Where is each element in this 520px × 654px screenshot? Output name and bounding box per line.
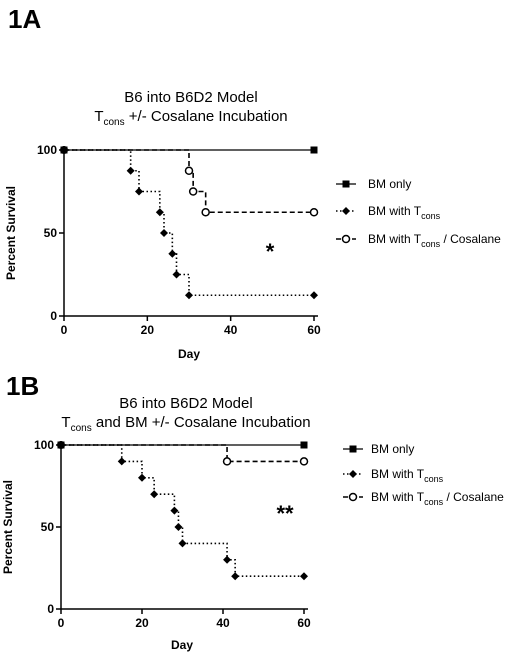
text-part: BM with T: [371, 490, 425, 504]
series-line: [64, 149, 314, 297]
series-2: [61, 444, 309, 466]
legend-item: BM only: [343, 442, 414, 456]
data-point: [178, 539, 187, 548]
x-tick-label: 60: [307, 323, 321, 337]
legend-label: BM with Tcons: [371, 467, 444, 484]
data-point: [223, 555, 232, 564]
text-part: BM with T: [368, 232, 422, 246]
text-part: T: [61, 414, 70, 431]
significance-marker: *: [266, 239, 275, 264]
legend-label: BM only: [368, 177, 411, 191]
y-tick-label: 50: [44, 226, 58, 240]
data-point: [222, 457, 232, 466]
data-point: [126, 166, 135, 175]
subscript-cons: cons: [421, 211, 441, 221]
legend-label: BM with Tcons / Cosalane: [371, 490, 504, 507]
data-point: [170, 506, 179, 515]
x-axis-title: Day: [178, 347, 200, 361]
chart-panel-1b: 1B B6 into B6D2 Model Tcons and BM +/- Cos…: [1, 371, 504, 652]
legend-item: BM with Tcons / Cosalane: [336, 232, 501, 249]
chart-title: B6 into B6D2 Model: [119, 395, 252, 412]
y-tick-label: 100: [37, 143, 57, 157]
data-point: [150, 490, 159, 499]
subscript-cons: cons: [421, 239, 441, 249]
data-point: [117, 457, 126, 466]
legend-marker: [348, 492, 358, 502]
data-point: [168, 249, 177, 258]
data-point: [231, 572, 240, 581]
text-part: / Cosalane: [440, 232, 501, 246]
panel-label: 1A: [8, 4, 41, 34]
data-point: [135, 187, 143, 196]
start-point: [60, 146, 68, 154]
data-point: [184, 166, 194, 175]
y-tick-label: 50: [41, 520, 55, 534]
y-tick-label: 0: [50, 309, 57, 323]
data-point: [300, 441, 308, 449]
y-tick-label: 0: [47, 602, 54, 616]
data-point: [300, 572, 308, 581]
chart-panel-1a: 1A B6 into B6D2 Model Tcons +/- Cosalane I…: [4, 4, 501, 361]
data-point: [155, 208, 164, 217]
subscript-cons: cons: [71, 423, 92, 434]
data-point: [138, 473, 146, 482]
data-point: [172, 270, 181, 279]
x-tick-label: 0: [58, 616, 65, 630]
legend-marker: [341, 234, 351, 244]
data-point: [188, 187, 198, 196]
data-point: [160, 229, 168, 237]
x-tick-label: 40: [224, 323, 238, 337]
start-point: [57, 441, 65, 449]
legend-marker: [349, 445, 357, 453]
subscript-cons: cons: [424, 497, 444, 507]
chart-title: B6 into B6D2 Model: [124, 89, 257, 106]
series-2: [64, 149, 319, 217]
text-part: BM with T: [368, 204, 422, 218]
legend-item: BM with Tcons: [336, 204, 441, 221]
legend-marker: [342, 180, 350, 188]
x-tick-label: 60: [297, 616, 311, 630]
text-part: / Cosalane: [443, 490, 504, 504]
series-1: [61, 444, 308, 581]
chart-subtitle: Tcons +/- Cosalane Incubation: [94, 108, 287, 128]
subscript-cons: cons: [104, 117, 125, 128]
text-part: T: [94, 108, 103, 125]
legend-marker: [342, 207, 350, 215]
chart-subtitle: Tcons and BM +/- Cosalane Incubation: [61, 414, 310, 434]
x-tick-label: 20: [135, 616, 149, 630]
x-tick-label: 0: [61, 323, 68, 337]
y-axis-title: Percent Survival: [4, 186, 18, 280]
data-point: [299, 457, 309, 466]
data-point: [310, 291, 318, 300]
legend-item: BM only: [336, 177, 411, 191]
legend-label: BM with Tcons / Cosalane: [368, 232, 501, 249]
x-tick-label: 20: [141, 323, 155, 337]
series-line: [61, 444, 304, 577]
subscript-cons: cons: [424, 474, 444, 484]
significance-marker: **: [276, 501, 294, 526]
data-point: [185, 291, 193, 300]
legend-item: BM with Tcons / Cosalane: [343, 490, 504, 507]
data-point: [201, 208, 210, 217]
data-point: [174, 523, 183, 531]
legend-marker: [349, 470, 357, 478]
series-line: [61, 444, 304, 463]
y-tick-label: 100: [34, 438, 54, 452]
series-line: [64, 149, 314, 214]
legend-label: BM only: [371, 442, 414, 456]
legend-item: BM with Tcons: [343, 467, 444, 484]
text-part: +/- Cosalane Incubation: [125, 108, 288, 125]
data-point: [310, 146, 318, 154]
data-point: [309, 208, 319, 217]
x-axis-title: Day: [171, 638, 193, 652]
series-1: [64, 149, 318, 300]
text-part: BM with T: [371, 467, 425, 481]
legend-label: BM with Tcons: [368, 204, 441, 221]
x-tick-label: 40: [216, 616, 230, 630]
panel-label: 1B: [6, 371, 39, 401]
y-axis-title: Percent Survival: [1, 480, 15, 574]
text-part: and BM +/- Cosalane Incubation: [92, 414, 311, 431]
